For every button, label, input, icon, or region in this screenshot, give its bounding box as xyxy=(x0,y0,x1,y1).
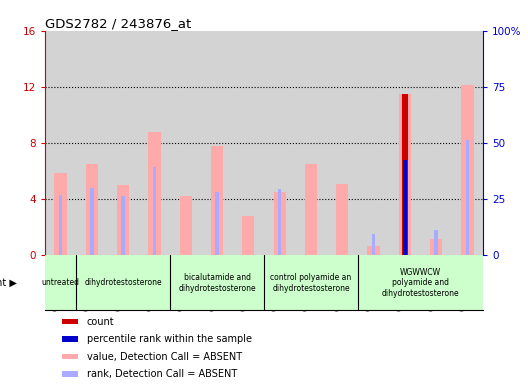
Bar xyxy=(452,31,483,255)
Bar xyxy=(139,255,170,310)
Text: GSM187382: GSM187382 xyxy=(458,260,467,311)
Bar xyxy=(358,255,483,310)
Bar xyxy=(90,188,93,255)
Text: control polyamide an
dihydrotestosterone: control polyamide an dihydrotestosterone xyxy=(270,273,352,293)
Text: bicalutamide and
dihydrotestosterone: bicalutamide and dihydrotestosterone xyxy=(178,273,256,293)
Bar xyxy=(327,31,358,255)
Bar xyxy=(452,255,483,310)
Bar xyxy=(367,245,380,255)
Bar xyxy=(86,164,98,255)
Bar xyxy=(45,255,76,310)
Bar xyxy=(215,192,219,255)
Bar xyxy=(295,255,327,310)
Text: GSM187371: GSM187371 xyxy=(114,260,123,311)
Bar xyxy=(233,31,264,255)
Bar xyxy=(399,94,411,255)
Bar xyxy=(274,192,286,255)
Bar xyxy=(435,230,438,255)
Bar xyxy=(336,184,348,255)
Bar xyxy=(242,216,254,255)
Bar xyxy=(108,31,139,255)
Bar xyxy=(372,234,375,255)
Bar xyxy=(76,31,108,255)
Text: GSM187370: GSM187370 xyxy=(83,260,92,311)
Bar xyxy=(420,31,452,255)
Text: value, Detection Call = ABSENT: value, Detection Call = ABSENT xyxy=(87,352,242,362)
Bar xyxy=(76,255,108,310)
Text: WGWWCW
polyamide and
dihydrotestosterone: WGWWCW polyamide and dihydrotestosterone xyxy=(382,268,459,298)
Bar xyxy=(420,255,452,310)
Bar xyxy=(295,31,327,255)
Text: GSM187375: GSM187375 xyxy=(239,260,248,311)
Bar xyxy=(389,31,420,255)
FancyBboxPatch shape xyxy=(62,371,78,377)
Bar xyxy=(264,31,295,255)
Text: percentile rank within the sample: percentile rank within the sample xyxy=(87,334,251,344)
Text: GSM187378: GSM187378 xyxy=(333,260,342,311)
Bar xyxy=(201,31,233,255)
Text: GSM187379: GSM187379 xyxy=(364,260,374,311)
FancyBboxPatch shape xyxy=(62,354,78,359)
Text: GSM187372: GSM187372 xyxy=(145,260,154,311)
FancyBboxPatch shape xyxy=(62,319,78,324)
Bar xyxy=(264,255,358,310)
Bar xyxy=(170,31,201,255)
Text: GSM187374: GSM187374 xyxy=(208,260,217,311)
Bar xyxy=(430,238,442,255)
Text: GDS2782 / 243876_at: GDS2782 / 243876_at xyxy=(45,17,191,30)
FancyBboxPatch shape xyxy=(62,336,78,342)
Bar xyxy=(153,167,156,255)
Text: GSM187369: GSM187369 xyxy=(52,260,61,311)
Bar xyxy=(327,255,358,310)
Bar xyxy=(402,94,408,255)
Text: GSM187376: GSM187376 xyxy=(271,260,280,311)
Bar xyxy=(278,189,281,255)
Bar xyxy=(117,185,129,255)
Bar xyxy=(170,255,264,310)
Text: agent ▶: agent ▶ xyxy=(0,278,16,288)
Bar xyxy=(389,255,420,310)
Bar xyxy=(305,164,317,255)
Bar xyxy=(59,195,62,255)
Text: GSM187381: GSM187381 xyxy=(427,260,436,311)
Bar xyxy=(233,255,264,310)
Bar xyxy=(76,255,170,310)
Bar xyxy=(180,196,192,255)
Bar xyxy=(461,86,474,255)
Text: rank, Detection Call = ABSENT: rank, Detection Call = ABSENT xyxy=(87,369,237,379)
Bar xyxy=(45,255,76,310)
Text: GSM187377: GSM187377 xyxy=(302,260,311,311)
Bar xyxy=(211,146,223,255)
Bar xyxy=(201,255,233,310)
Bar xyxy=(466,140,469,255)
Bar xyxy=(121,196,125,255)
Text: GSM187380: GSM187380 xyxy=(396,260,405,311)
Bar xyxy=(45,31,76,255)
Bar xyxy=(148,132,161,255)
Text: untreated: untreated xyxy=(42,278,80,287)
Bar xyxy=(54,172,67,255)
Bar xyxy=(403,160,407,255)
Bar xyxy=(358,255,389,310)
Bar xyxy=(170,255,201,310)
Text: GSM187373: GSM187373 xyxy=(177,260,186,311)
Bar xyxy=(358,31,389,255)
Bar xyxy=(264,255,295,310)
Bar xyxy=(108,255,139,310)
Text: count: count xyxy=(87,317,114,327)
Text: dihydrotestosterone: dihydrotestosterone xyxy=(84,278,162,287)
Bar xyxy=(139,31,170,255)
